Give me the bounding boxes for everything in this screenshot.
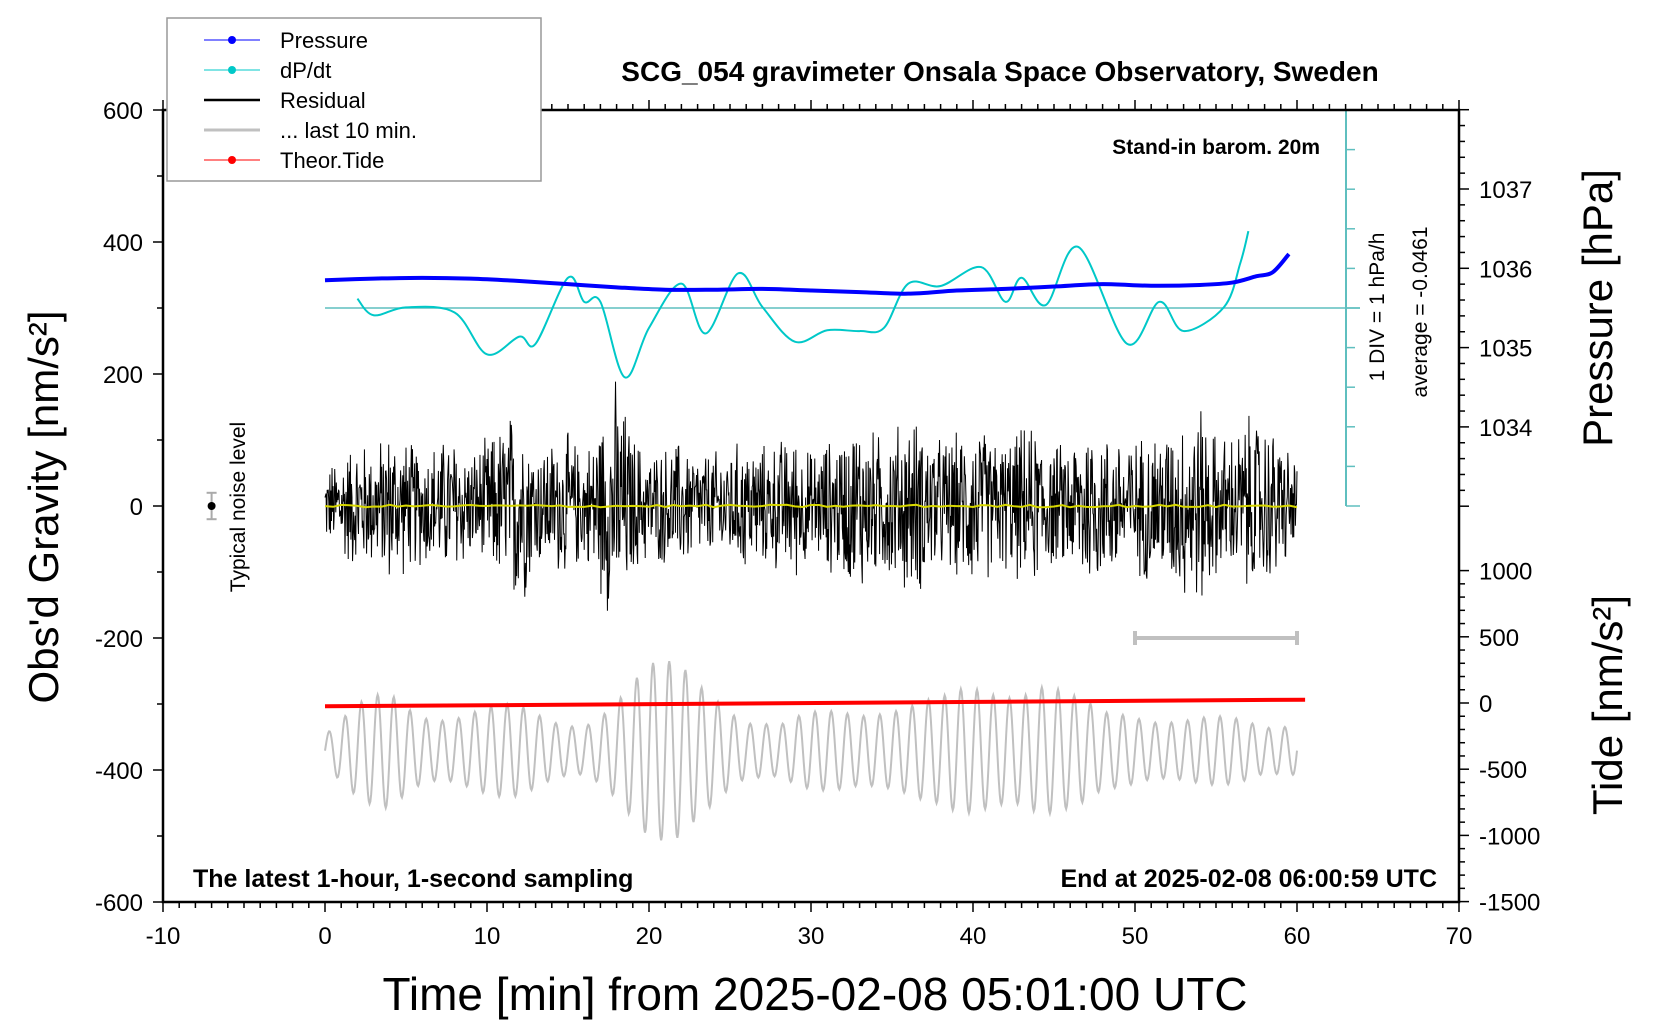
residual-mean-line — [324, 503, 1298, 509]
svg-text:Theor.Tide: Theor.Tide — [280, 148, 384, 173]
noise-level-label: Typical noise level — [227, 422, 250, 592]
y-tick-label-tide: -1000 — [1479, 823, 1540, 850]
dpdt-line — [356, 230, 1250, 379]
y-tick-label-gravity: 600 — [103, 98, 143, 125]
y-tick-label-pressure: 1036 — [1479, 256, 1532, 283]
theoretical-tide-line — [324, 697, 1306, 709]
svg-text:Residual: Residual — [280, 88, 366, 113]
y-tick-label-gravity: 400 — [103, 230, 143, 257]
svg-text:dP/dt: dP/dt — [280, 58, 331, 83]
plot-frame — [161, 108, 1461, 904]
y-tick-label-pressure: 1037 — [1479, 177, 1532, 204]
y-tick-label-pressure: 1034 — [1479, 415, 1532, 442]
x-axis-label: Time [min] from 2025-02-08 05:01:00 UTC — [383, 968, 1248, 1020]
x-tick-label: 60 — [1284, 923, 1311, 950]
end-note: End at 2025-02-08 06:00:59 UTC — [1060, 865, 1437, 893]
x-tick-label: 30 — [798, 923, 825, 950]
y-tick-label-gravity: -200 — [95, 626, 143, 653]
chart-title: SCG_054 gravimeter Onsala Space Observat… — [621, 56, 1378, 87]
dpdt-average-label: average = -0.0461 — [1409, 226, 1432, 397]
svg-text:... last 10 min.: ... last 10 min. — [280, 118, 417, 143]
x-tick-label: 20 — [636, 923, 663, 950]
legend-entry-dpdt: dP/dt — [204, 58, 331, 83]
y-tick-label-tide: 500 — [1479, 625, 1519, 652]
pressure-line — [324, 252, 1291, 296]
dpdt-div-label: 1 DIV = 1 hPa/h — [1366, 233, 1389, 382]
svg-text:Pressure: Pressure — [280, 28, 368, 53]
y-tick-label-gravity: -600 — [95, 890, 143, 917]
x-tick-label: 40 — [960, 923, 987, 950]
x-tick-label: 0 — [318, 923, 331, 950]
last10-line — [324, 661, 1298, 841]
noise-level-dot — [207, 502, 216, 510]
x-tick-label: 10 — [474, 923, 501, 950]
legend-entry-tide: Theor.Tide — [204, 148, 384, 173]
y-tick-label-gravity: 0 — [130, 494, 143, 521]
y-axis-label-tide: Tide [nm/s²] — [1584, 595, 1631, 815]
y-tick-label-gravity: 200 — [103, 362, 143, 389]
x-tick-label: 70 — [1446, 923, 1473, 950]
axis-ticks: -10 0 10 20 30 40 50 60 70 600 400 200 0 -200 -400 -600… — [95, 98, 1540, 950]
legend: Pressure dP/dt Residual ... last 10 min.… — [166, 17, 542, 182]
plot-series — [206, 109, 1360, 841]
y-tick-label-gravity: -400 — [95, 758, 143, 785]
y-tick-label-pressure: 1035 — [1479, 336, 1532, 363]
x-tick-label: 50 — [1122, 923, 1149, 950]
x-tick-label: -10 — [146, 923, 181, 950]
barometer-note: Stand-in barom. 20m — [1112, 136, 1320, 159]
y-tick-label-tide: -500 — [1479, 757, 1527, 784]
y-tick-label-tide: 1000 — [1479, 559, 1532, 586]
residual-line — [324, 381, 1298, 611]
legend-entry-last10: ... last 10 min. — [204, 118, 417, 143]
legend-entry-pressure: Pressure — [204, 28, 368, 53]
latest-note: The latest 1-hour, 1-second sampling — [193, 865, 633, 893]
y-tick-label-tide: 0 — [1479, 691, 1492, 718]
legend-entry-residual: Residual — [204, 88, 366, 113]
y-axis-label-pressure: Pressure [hPa] — [1574, 169, 1621, 447]
y-tick-label-tide: -1500 — [1479, 890, 1540, 917]
y-axis-label-gravity: Obs'd Gravity [nm/s²] — [20, 310, 67, 703]
